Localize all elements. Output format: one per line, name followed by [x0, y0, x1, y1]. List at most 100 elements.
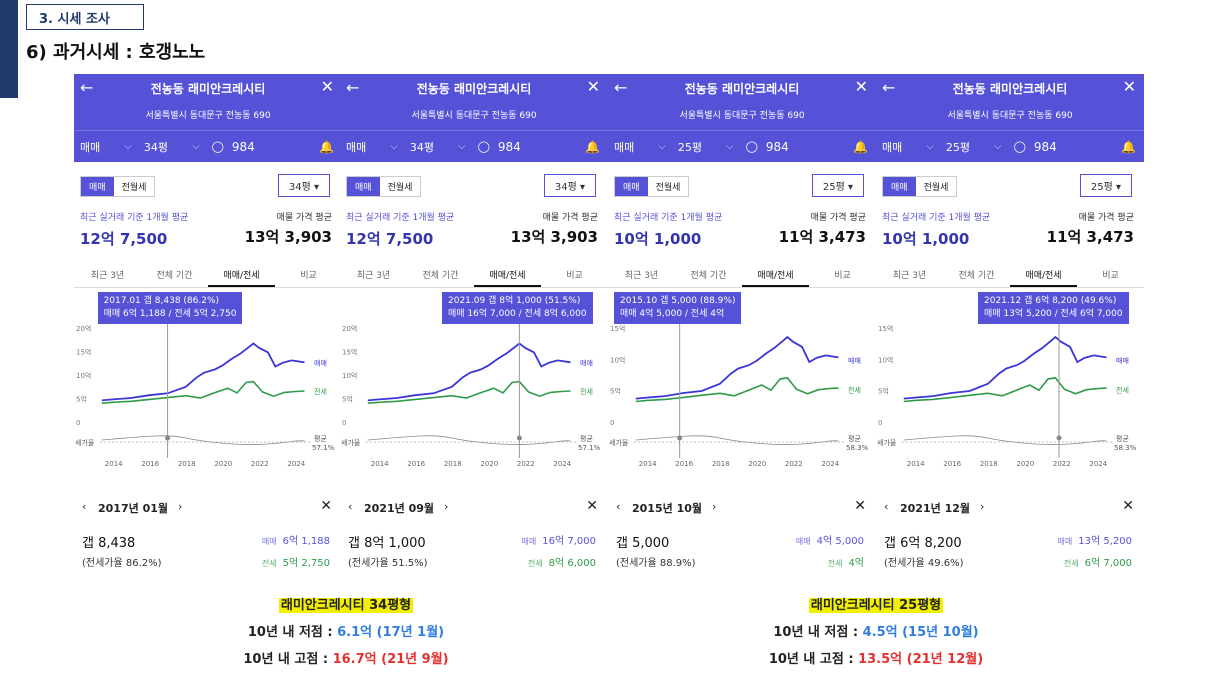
tab-compare[interactable]: 비교: [566, 271, 583, 281]
tab-3y[interactable]: 최근 3년: [90, 271, 125, 281]
close-icon[interactable]: ✕: [320, 498, 332, 514]
close-icon[interactable]: ✕: [1122, 498, 1134, 514]
tab-compare[interactable]: 비교: [1102, 271, 1119, 281]
back-arrow-icon[interactable]: ←: [614, 78, 628, 97]
chevron-left-icon[interactable]: ‹: [348, 500, 353, 513]
tab-sale-jeonse[interactable]: 매매/전세: [208, 264, 275, 287]
chevron-right-icon[interactable]: ›: [712, 500, 717, 513]
comment-button[interactable]: ◯ 984: [472, 140, 527, 154]
gap-rate: (전세가율 51.5%): [348, 558, 428, 569]
price-chart[interactable]: 20억 15억 10억 5억 0 세가율 매매 전세 평균 57.1% 2014 2016 2018 20…: [340, 290, 608, 470]
bell-icon[interactable]: 🔔: [319, 139, 334, 154]
close-icon[interactable]: ✕: [854, 498, 866, 514]
chevron-left-icon[interactable]: ‹: [616, 500, 621, 513]
size-dropdown[interactable]: 34평 ▾: [543, 174, 596, 197]
filter-bar: 매매 ⌵ 25평 ⌵ ◯ 984 🔔: [876, 130, 1144, 162]
size-select-header[interactable]: 25평 ⌵: [672, 139, 740, 155]
comment-button[interactable]: ◯ 984: [1008, 140, 1063, 154]
tab-sale-jeonse[interactable]: 매매/전세: [1010, 264, 1077, 287]
jeonse-label: 전세: [527, 559, 543, 568]
back-arrow-icon[interactable]: ←: [80, 78, 94, 97]
tab-3y[interactable]: 최근 3년: [356, 271, 391, 281]
toggle-sale[interactable]: 매매: [883, 177, 916, 196]
toggle-jeonse[interactable]: 전월세: [655, 183, 681, 193]
chevron-left-icon[interactable]: ‹: [884, 500, 889, 513]
toggle-sale[interactable]: 매매: [81, 177, 114, 196]
size-dropdown[interactable]: 34평 ▾: [277, 174, 330, 197]
apt-address: 서울특별시 동대문구 전농동 690: [411, 111, 537, 121]
summary-title: 래미안크레시티 25평형: [808, 598, 944, 613]
y-tick-label: 15억: [610, 325, 625, 333]
recent-avg-label: 최근 실거래 기준 1개월 평균: [882, 213, 991, 223]
bell-icon[interactable]: 🔔: [853, 139, 868, 154]
tab-compare[interactable]: 비교: [834, 271, 851, 281]
toggle-jeonse[interactable]: 전월세: [121, 183, 147, 193]
bell-icon[interactable]: 🔔: [585, 139, 600, 154]
tab-sale-jeonse[interactable]: 매매/전세: [474, 264, 541, 287]
app-panel-2: ← 전농동 래미안크레시티 ✕ 서울특별시 동대문구 전농동 690 매매 ⌵ 3…: [340, 74, 608, 576]
legend-avg: 평균: [314, 434, 327, 443]
comment-button[interactable]: ◯ 984: [740, 140, 795, 154]
ratio-axis-label: 세가율: [75, 438, 95, 447]
view-count: 984: [1033, 139, 1057, 154]
comment-button[interactable]: ◯ 984: [206, 140, 261, 154]
back-arrow-icon[interactable]: ←: [346, 78, 360, 97]
y-tick-label: 0: [610, 419, 614, 427]
chevron-right-icon[interactable]: ›: [444, 500, 449, 513]
size-dropdown[interactable]: 25평 ▾: [811, 174, 864, 197]
size-dropdown[interactable]: 25평 ▾: [1079, 174, 1132, 197]
sale-price: 6억 1,188: [282, 536, 330, 547]
y-tick-label: 20억: [342, 325, 357, 333]
trade-type-select[interactable]: 매매 ⌵: [876, 139, 940, 155]
price-chart[interactable]: 15억 10억 5억 0 세가율 매매 전세 평균 58.3% 2014 2016 2018 2020 2…: [608, 290, 876, 470]
tooltip-line1: 2015.10 갭 5,000 (88.9%): [620, 296, 736, 306]
close-icon[interactable]: ✕: [320, 77, 334, 96]
tab-compare[interactable]: 비교: [300, 271, 317, 281]
chevron-right-icon[interactable]: ›: [178, 500, 183, 513]
tab-3y[interactable]: 최근 3년: [624, 271, 659, 281]
close-icon[interactable]: ✕: [854, 77, 868, 96]
trade-type-select[interactable]: 매매 ⌵: [340, 139, 404, 155]
jeonse-price-row: 전세 4억: [828, 554, 864, 569]
tab-3y[interactable]: 최근 3년: [892, 271, 927, 281]
close-icon[interactable]: ✕: [586, 498, 598, 514]
price-chart[interactable]: 15억 10억 5억 0 세가율 매매 전세 평균 58.3% 2014 2016 2018 2020 2…: [876, 290, 1144, 470]
trade-toggle: 매매 전월세: [346, 176, 422, 197]
tab-all[interactable]: 전체 기간: [422, 271, 459, 281]
low-value: 4.5억 (15년 10월): [862, 625, 979, 640]
x-tick-label: 2018: [444, 460, 462, 468]
toggle-jeonse[interactable]: 전월세: [923, 183, 949, 193]
chevron-left-icon[interactable]: ‹: [82, 500, 87, 513]
toggle-sale[interactable]: 매매: [615, 177, 648, 196]
legend-avg: 평균: [1116, 434, 1129, 443]
tooltip-line2: 매매 16억 7,000 / 전세 8억 6,000: [448, 309, 587, 319]
tab-all[interactable]: 전체 기간: [958, 271, 995, 281]
size-select-header[interactable]: 34평 ⌵: [404, 139, 472, 155]
listing-avg-label: 매물 가격 평균: [1078, 213, 1134, 223]
tab-all[interactable]: 전체 기간: [156, 271, 193, 281]
price-chart[interactable]: 20억 15억 10억 5억 0 세가율 매매 전세 평균 57.1% 2014 2016 2018 20…: [74, 290, 342, 470]
bell-icon[interactable]: 🔔: [1121, 139, 1136, 154]
app-header: ← 전농동 래미안크레시티 ✕ 서울특별시 동대문구 전농동 690 매매 ⌵ 3…: [74, 74, 342, 162]
jeonse-price: 5억 2,750: [282, 558, 330, 569]
trade-type-select[interactable]: 매매 ⌵: [74, 139, 138, 155]
apt-name: 전농동 래미안크레시티: [416, 82, 532, 96]
app-header: ← 전농동 래미안크레시티 ✕ 서울특별시 동대문구 전농동 690 매매 ⌵ 3…: [340, 74, 608, 162]
toggle-sale[interactable]: 매매: [347, 177, 380, 196]
tab-all[interactable]: 전체 기간: [690, 271, 727, 281]
size-select-header[interactable]: 25평 ⌵: [940, 139, 1008, 155]
trade-type-select[interactable]: 매매 ⌵: [608, 139, 672, 155]
chevron-down-icon: ⌵: [725, 141, 734, 152]
close-icon[interactable]: ✕: [1122, 77, 1136, 96]
jeonse-label: 전세: [827, 559, 843, 568]
x-tick-label: 2016: [407, 460, 425, 468]
toggle-jeonse[interactable]: 전월세: [387, 183, 413, 193]
apt-address: 서울특별시 동대문구 전농동 690: [145, 111, 271, 121]
size-select-header[interactable]: 34평 ⌵: [138, 139, 206, 155]
back-arrow-icon[interactable]: ←: [882, 78, 896, 97]
chevron-right-icon[interactable]: ›: [980, 500, 985, 513]
size-label: 25평: [945, 140, 970, 154]
y-tick-label: 0: [342, 419, 346, 427]
tab-sale-jeonse[interactable]: 매매/전세: [742, 264, 809, 287]
close-icon[interactable]: ✕: [586, 77, 600, 96]
